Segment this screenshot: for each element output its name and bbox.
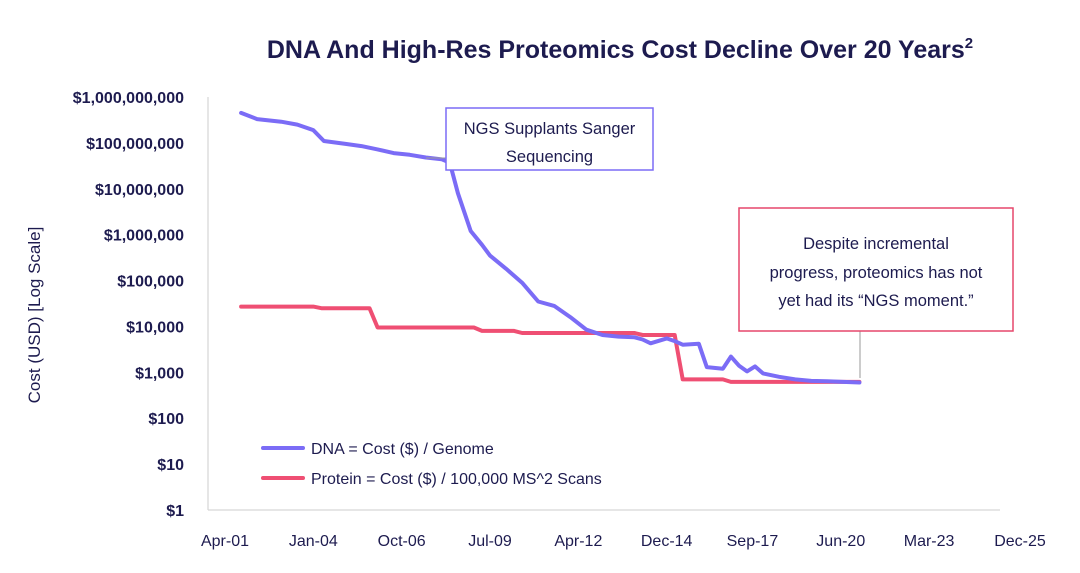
x-tick-label: Jan-04 [289, 533, 338, 550]
legend-label-dna: DNA = Cost ($) / Genome [311, 441, 494, 458]
series-line-dna [239, 110, 862, 385]
y-tick-label: $1,000,000,000 [73, 90, 184, 107]
chart-title-main: DNA And High-Res Proteomics Cost Decline… [267, 36, 965, 64]
y-tick-label: $100,000 [117, 274, 184, 291]
legend: DNA = Cost ($) / Genome Protein = Cost (… [252, 432, 704, 494]
chart-title-superscript: 2 [965, 35, 973, 52]
x-tick-label: Apr-01 [201, 533, 249, 550]
y-tick-label: $1,000 [135, 365, 184, 382]
series-layer [239, 110, 862, 385]
x-tick-label: Sep-17 [727, 533, 779, 550]
annotation-ngs-line2: Sequencing [506, 148, 593, 166]
y-tick-label: $10 [157, 457, 184, 474]
y-tick-label: $1 [166, 503, 184, 520]
series-line-protein [239, 304, 862, 384]
y-tick-label: $100,000,000 [86, 136, 184, 153]
legend-background [252, 432, 704, 494]
y-tick-labels: $1,000,000,000 $100,000,000 $10,000,000 $1,… [73, 90, 184, 520]
x-tick-labels: Apr-01 Jan-04 Oct-06 Jul-09 Apr-12 Dec-14 Sep-… [201, 533, 1046, 550]
y-tick-label: $10,000,000 [95, 182, 184, 199]
y-axis-label: Cost (USD) [Log Scale] [25, 227, 44, 404]
annotation-proteomics: Despite incremental progress, proteomics… [738, 207, 1014, 378]
annotation-proteomics-line3: yet had its “NGS moment.” [778, 292, 973, 310]
x-tick-label: Jun-20 [816, 533, 865, 550]
chart-title: DNA And High-Res Proteomics Cost Decline… [267, 35, 973, 64]
x-tick-label: Apr-12 [554, 533, 602, 550]
legend-label-protein: Protein = Cost ($) / 100,000 MS^2 Scans [311, 471, 602, 488]
annotation-ngs-line1: NGS Supplants Sanger [464, 120, 636, 138]
x-tick-label: Jul-09 [468, 533, 512, 550]
x-tick-label: Dec-25 [994, 533, 1046, 550]
annotation-ngs: NGS Supplants Sanger Sequencing [426, 107, 654, 171]
x-tick-label: Dec-14 [641, 533, 693, 550]
x-tick-label: Mar-23 [904, 533, 955, 550]
annotation-proteomics-line1: Despite incremental [803, 235, 949, 253]
y-tick-label: $10,000 [126, 319, 184, 336]
y-tick-label: $1,000,000 [104, 228, 184, 245]
annotation-proteomics-line2: progress, proteomics has not [770, 264, 983, 282]
chart-title-text: DNA And High-Res Proteomics Cost Decline… [267, 35, 973, 64]
annotation-ngs-box [445, 107, 654, 171]
y-tick-label: $100 [148, 411, 184, 428]
x-tick-label: Oct-06 [378, 533, 426, 550]
annotation-proteomics-box [738, 207, 1014, 332]
